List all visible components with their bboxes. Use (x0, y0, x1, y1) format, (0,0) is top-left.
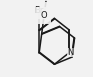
Text: Br: Br (35, 6, 44, 15)
Text: O: O (41, 11, 47, 20)
Text: N: N (67, 48, 74, 57)
